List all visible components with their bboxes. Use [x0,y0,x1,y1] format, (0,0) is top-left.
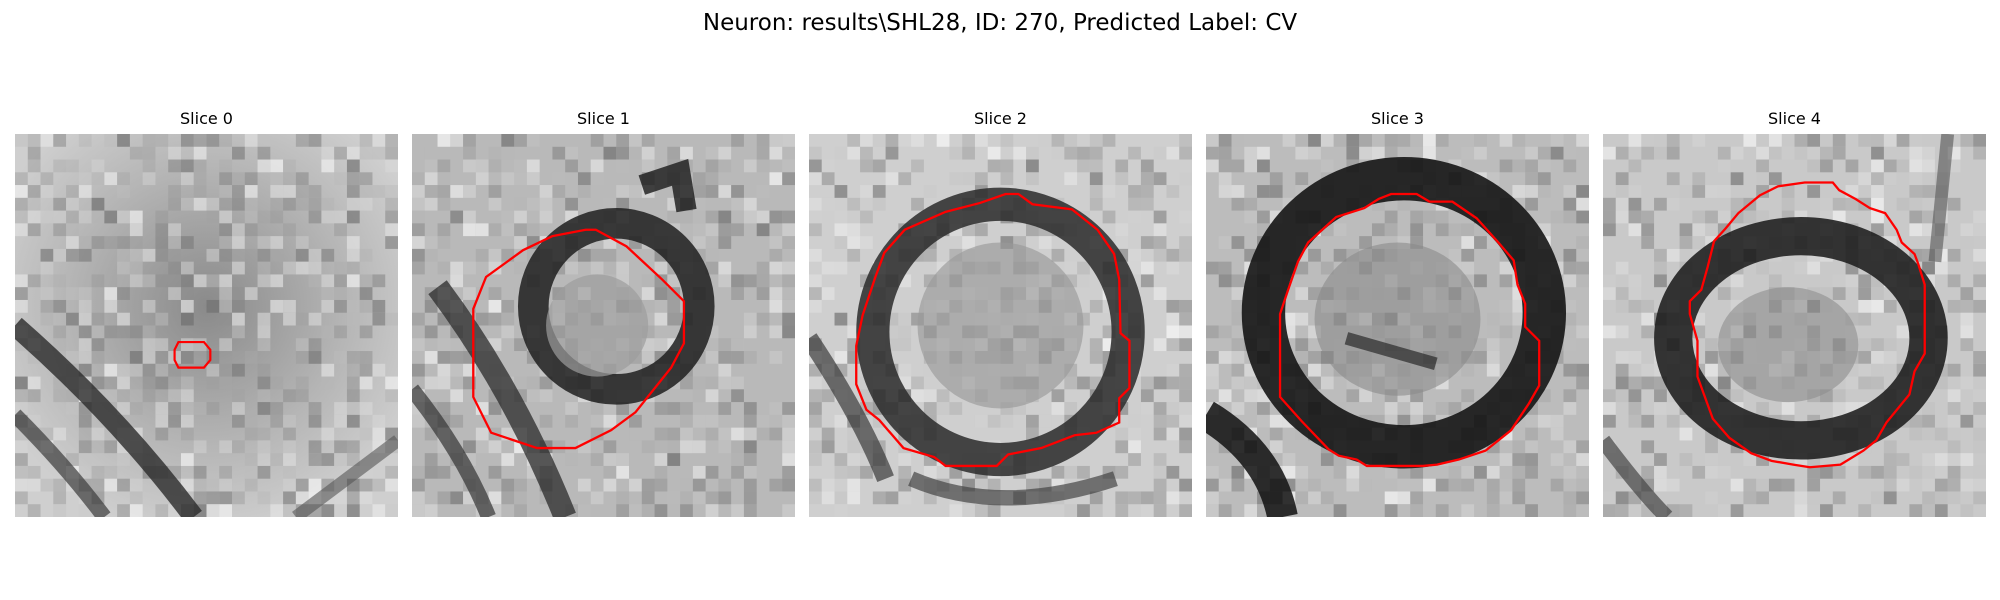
slice-title-3: Slice 3 [1371,109,1424,128]
contour-4 [1688,181,1926,469]
slice-image-1 [412,134,795,517]
slice-title-2: Slice 2 [974,109,1027,128]
contour-1 [472,228,686,450]
figure-title: Neuron: results\SHL28, ID: 270, Predicte… [702,10,1298,36]
slice-image-0 [15,134,398,517]
contour-2 [855,192,1131,468]
slice-title-4: Slice 4 [1768,109,1821,128]
slice-image-4 [1603,134,1986,517]
contour-0 [173,341,212,369]
slice-title-0: Slice 0 [180,109,233,128]
slice-image-2 [809,134,1192,517]
contour-3 [1278,192,1541,468]
slice-title-1: Slice 1 [577,109,630,128]
slice-image-3 [1206,134,1589,517]
